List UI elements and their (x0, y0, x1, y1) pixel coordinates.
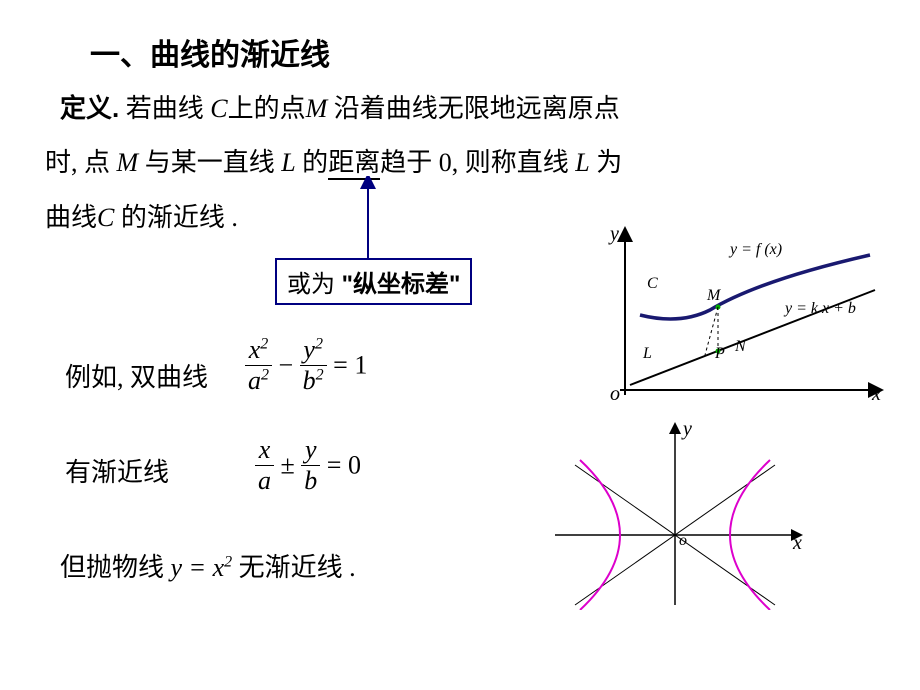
def-t2: 上的点 (228, 94, 306, 123)
def-t8: 为 (590, 148, 623, 177)
def-bold: 定义. (60, 93, 119, 123)
aa: a (255, 466, 274, 496)
fig1-M: M (707, 287, 720, 305)
heq: = 1 (333, 351, 367, 380)
ay: y (301, 435, 320, 466)
ha: a (248, 366, 261, 395)
def-line-2: 时, 点 M 与某一直线 L 的距离趋于 0, 则称直线 L 为 (45, 140, 622, 187)
fig1-C: C (647, 275, 658, 293)
fig1-P: P (715, 345, 725, 363)
ab: b (301, 466, 320, 496)
hy: y (303, 335, 315, 364)
L2: L (575, 148, 589, 177)
fig2-y: y (683, 418, 692, 441)
def-t9: 曲线 (45, 203, 97, 232)
asymptote-equation: xa ± yb = 0 (255, 435, 361, 496)
def-t4: 时, 点 (45, 148, 117, 177)
M2: M (117, 148, 139, 177)
def-t7: 趋于 0, 则称直线 (380, 148, 575, 177)
def-line-1: 定义. 若曲线 C上的点M 沿着曲线无限地远离原点 (60, 85, 620, 133)
def-t1: 若曲线 (126, 94, 211, 123)
C2: C (97, 203, 114, 232)
fig2-x: x (793, 532, 802, 555)
def-line-3: 曲线C 的渐近线 . (45, 195, 238, 242)
fig1-fx: y = f (x) (730, 241, 782, 259)
def-t5: 与某一直线 (138, 148, 281, 177)
callout-a: 或为 (287, 271, 342, 298)
parabola-text: 但抛物线 y = x2 无渐近线 . (60, 545, 356, 592)
fig2-o: o (679, 532, 687, 550)
def-t10: 的渐近线 . (114, 203, 238, 232)
parabola-b: 无渐近线 . (239, 553, 356, 582)
fig1-line: y = k x + b (785, 300, 856, 318)
hyperbola-equation: x2a2 − y2b2 = 1 (245, 335, 367, 396)
fig1-y: y (610, 223, 619, 246)
figure-hyperbola: y x o (545, 420, 805, 610)
section-heading: 一、曲线的渐近线 (90, 30, 330, 74)
def-t6: 的 (296, 148, 329, 177)
asymptote-label: 有渐近线 (65, 450, 169, 497)
fig1-L: L (643, 345, 652, 363)
parabola-a: 但抛物线 (60, 553, 171, 582)
arrow-indicator (340, 176, 400, 266)
fig1-N: N (735, 338, 746, 356)
hb: b (303, 366, 316, 395)
parabola-eq: y = x (171, 553, 225, 582)
fig1-o: o (610, 383, 620, 406)
figure-curve-asymptote: y x o y = f (x) y = k x + b C M P N L (590, 225, 890, 405)
hx: x (249, 335, 261, 364)
example-label: 例如, 双曲线 (65, 355, 208, 402)
C1: C (210, 94, 227, 123)
callout-b: "纵坐标差" (342, 271, 461, 298)
L1: L (281, 148, 295, 177)
aeq: = 0 (327, 451, 361, 480)
def-t3: 沿着曲线无限地远离原点 (327, 94, 620, 123)
ax: x (255, 435, 274, 466)
fig1-x: x (872, 383, 881, 406)
M1: M (306, 94, 328, 123)
